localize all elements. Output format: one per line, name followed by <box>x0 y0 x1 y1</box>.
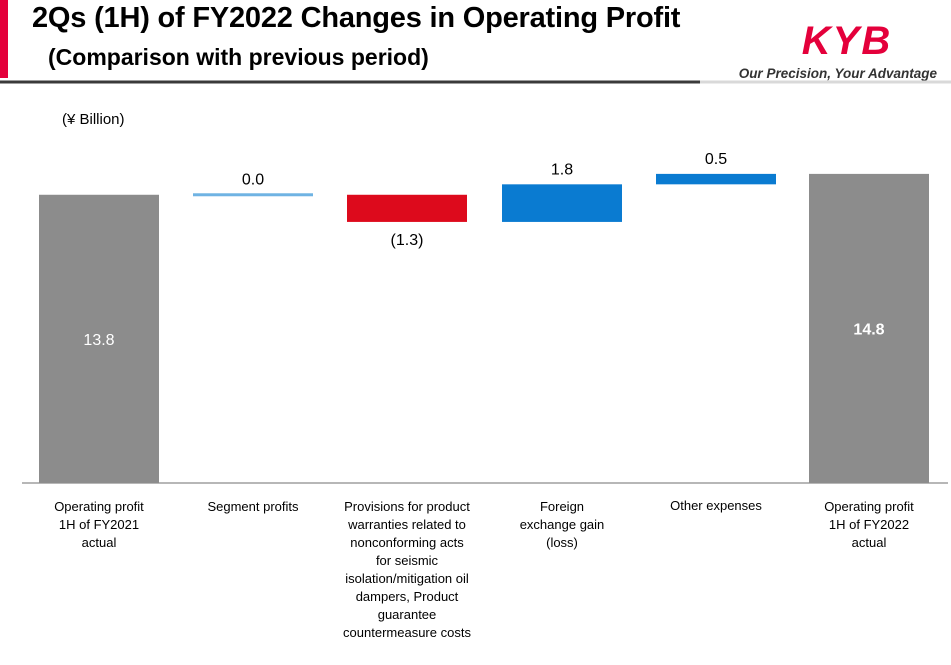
category-label-line: Foreign <box>539 499 585 514</box>
category-label-3: Provisions for product warranties related… <box>332 498 482 642</box>
data-label-3: (1.3) <box>391 232 424 249</box>
data-label-5: 0.5 <box>705 151 727 168</box>
bar-5 <box>656 173 776 185</box>
kyb-logo: KYB <box>802 22 892 62</box>
header-accent-bar <box>0 0 8 78</box>
data-label-4: 1.8 <box>551 161 573 178</box>
bar-2 <box>193 193 313 197</box>
category-label-line: guarantee <box>377 607 437 622</box>
page-subtitle: (Comparison with previous period) <box>48 44 429 70</box>
category-label-1: Operating profit 1H of FY2021 actual <box>24 498 174 552</box>
category-label-line: isolation/mitigation oil <box>345 571 469 586</box>
category-label-line: countermeasure costs <box>343 625 471 640</box>
category-label-6: Operating profit 1H of FY2022 actual <box>794 498 944 552</box>
category-label-line: warranties related to <box>348 517 466 532</box>
bar-4 <box>502 184 622 222</box>
bar-3 <box>347 194 467 222</box>
category-label-line: dampers, Product <box>355 589 459 604</box>
category-label-line: Operating profit <box>54 499 144 514</box>
page-title: 2Qs (1H) of FY2022 Changes in Operating … <box>32 2 681 34</box>
category-label-5: Other expenses <box>641 497 791 515</box>
category-label-line: Operating profit <box>824 499 914 514</box>
category-label-line: Other expenses <box>670 498 762 513</box>
category-label-line: for seismic <box>375 553 439 568</box>
kyb-logo-text: KYB <box>802 22 892 62</box>
tagline: Our Precision, Your Advantage <box>738 66 937 81</box>
category-label-line: exchange gain <box>519 517 605 532</box>
data-label-1: 13.8 <box>83 332 114 349</box>
category-label-line: 1H of FY2021 <box>58 517 140 532</box>
unit-label: (¥ Billion) <box>62 111 125 128</box>
data-label-6: 14.8 <box>853 321 884 338</box>
data-label-2: 0.0 <box>242 171 264 188</box>
bar-6 <box>809 173 929 483</box>
category-label-line: Provisions for product <box>344 499 470 514</box>
category-label-line: actual <box>851 535 887 550</box>
category-label-line: (loss) <box>546 535 578 550</box>
category-label-line: 1H of FY2022 <box>828 517 910 532</box>
category-label-line: nonconforming acts <box>350 535 464 550</box>
category-label-2: Segment profits <box>178 498 328 516</box>
category-label-line: Segment profits <box>207 499 299 514</box>
category-label-4: Foreign exchange gain (loss) <box>487 498 637 552</box>
bar-1 <box>39 194 159 483</box>
category-label-line: actual <box>81 535 117 550</box>
